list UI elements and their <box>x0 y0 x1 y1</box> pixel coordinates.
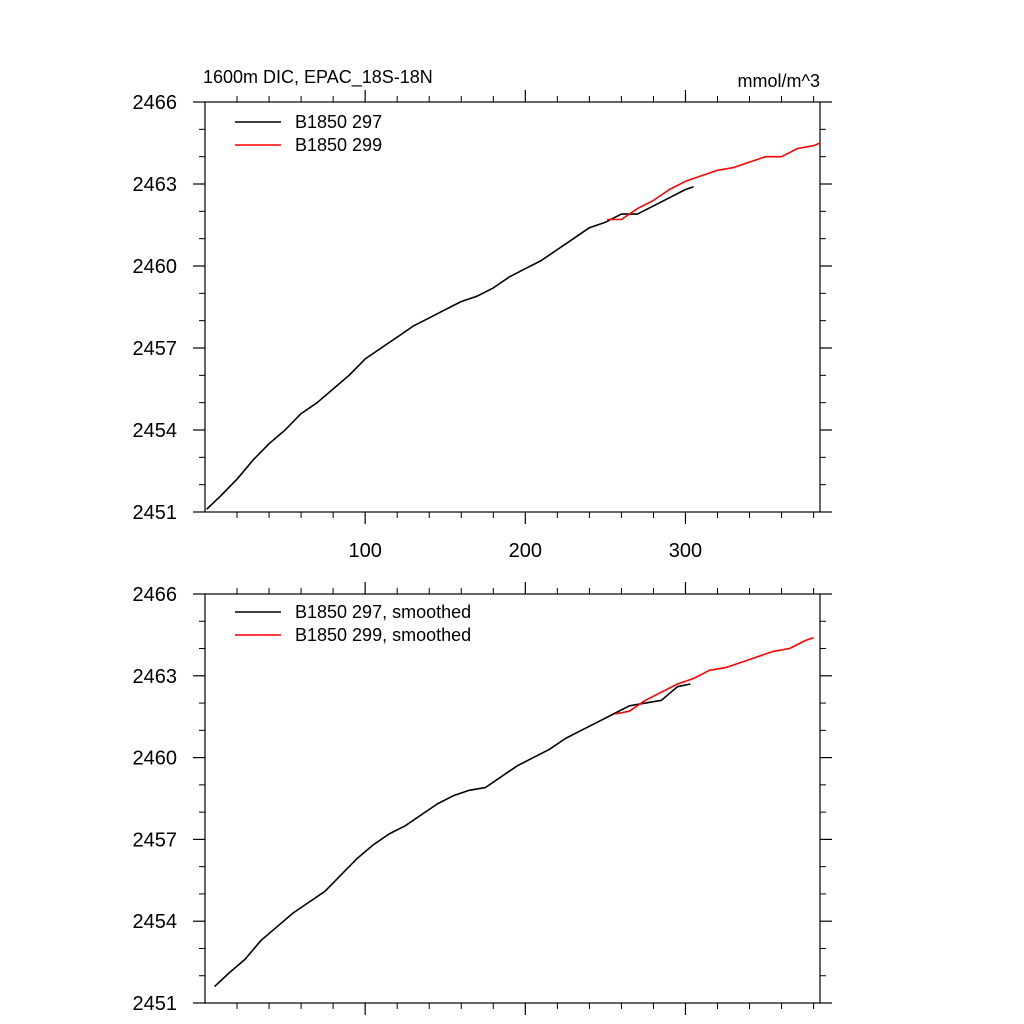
x-tick-label: 300 <box>669 540 702 562</box>
legend-bottom: B1850 297, smoothed B1850 299, smoothed <box>235 602 471 645</box>
y-tick-label: 2460 <box>133 748 178 770</box>
x-tick-label: 100 <box>348 540 381 562</box>
panel-1: 2451 2454 2457 2460 2463 2466 100 200 300 <box>133 90 832 562</box>
series-line-red <box>614 636 814 715</box>
series-line-black <box>206 185 694 510</box>
series-line-black <box>214 683 691 988</box>
y-tick-label: 2460 <box>133 256 178 278</box>
y-tick-label: 2454 <box>133 911 178 933</box>
y-tick-label: 2466 <box>133 584 178 606</box>
legend-label-297-smoothed: B1850 297, smoothed <box>295 602 471 622</box>
plot-frame <box>204 593 821 1004</box>
units-label: mmol/m^3 <box>738 71 820 91</box>
y-tick-label: 2463 <box>133 666 178 688</box>
y-tick-label: 2466 <box>133 92 178 114</box>
series-line-red <box>607 142 821 221</box>
y-tick-label: 2451 <box>133 993 178 1015</box>
y-tick-label: 2454 <box>133 420 178 442</box>
legend-top: B1850 297 B1850 299 <box>235 112 382 155</box>
x-tick-label: 200 <box>509 540 542 562</box>
y-tick-label: 2463 <box>133 174 178 196</box>
y-tick-label: 2457 <box>133 829 178 851</box>
chart-title: 1600m DIC, EPAC_18S-18N <box>203 67 433 88</box>
panel-2: 2451 2454 2457 2460 2463 2466 <box>133 582 832 1015</box>
plot-frame <box>204 101 821 513</box>
legend-label-297: B1850 297 <box>295 112 382 132</box>
y-tick-label: 2457 <box>133 338 178 360</box>
y-tick-label: 2451 <box>133 502 178 524</box>
legend-label-299: B1850 299 <box>295 135 382 155</box>
legend-label-299-smoothed: B1850 299, smoothed <box>295 625 471 645</box>
